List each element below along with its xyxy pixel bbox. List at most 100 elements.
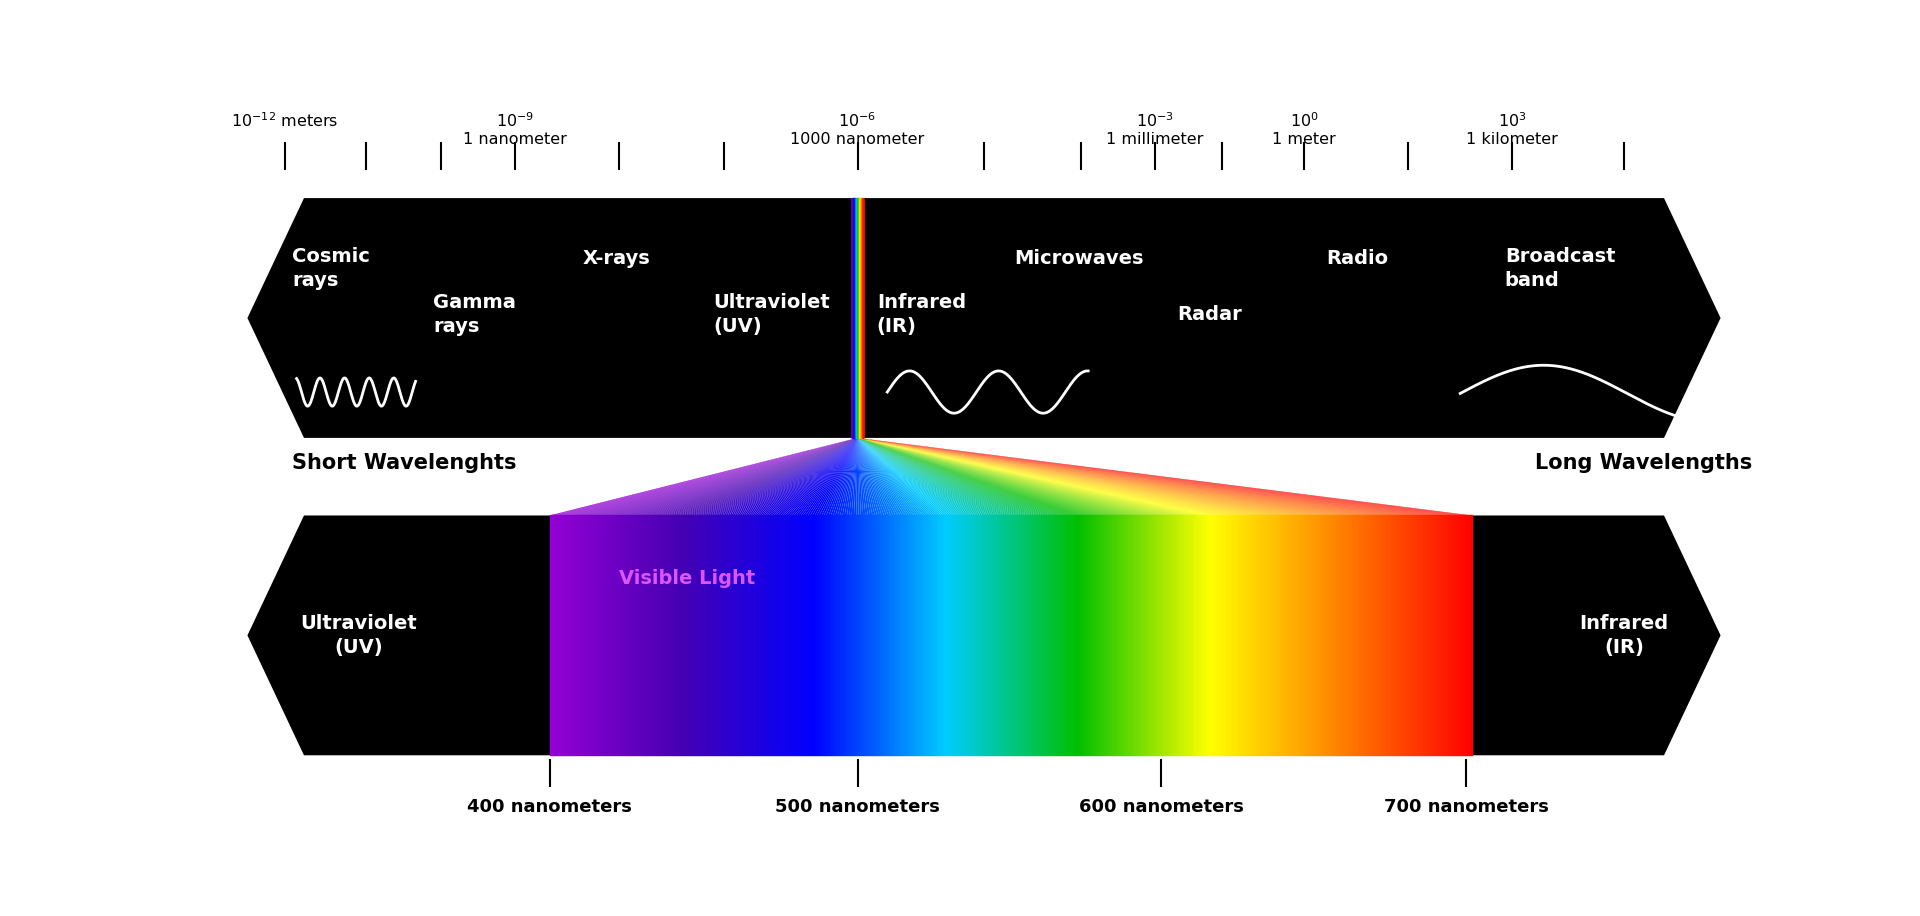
Bar bbox=[660, 516, 662, 756]
Polygon shape bbox=[605, 438, 858, 516]
Bar bbox=[1465, 516, 1467, 756]
Bar bbox=[972, 516, 973, 756]
Polygon shape bbox=[636, 438, 858, 516]
Bar bbox=[572, 516, 574, 756]
Polygon shape bbox=[858, 438, 1165, 516]
Bar bbox=[1117, 516, 1119, 756]
Polygon shape bbox=[824, 438, 858, 516]
Text: $10^{-6}$: $10^{-6}$ bbox=[839, 111, 877, 130]
Polygon shape bbox=[858, 438, 1110, 516]
Bar bbox=[707, 516, 708, 756]
Polygon shape bbox=[672, 438, 858, 516]
Bar bbox=[566, 516, 568, 756]
Bar bbox=[643, 516, 647, 756]
Bar bbox=[787, 516, 789, 756]
Polygon shape bbox=[568, 438, 858, 516]
Bar bbox=[1190, 516, 1192, 756]
Bar bbox=[1292, 516, 1294, 756]
Bar bbox=[760, 516, 762, 756]
Bar bbox=[841, 516, 843, 756]
Bar bbox=[900, 516, 902, 756]
Polygon shape bbox=[858, 438, 1187, 516]
Bar bbox=[1185, 516, 1187, 756]
Bar bbox=[906, 516, 910, 756]
Polygon shape bbox=[858, 438, 1411, 516]
Polygon shape bbox=[858, 438, 970, 516]
Polygon shape bbox=[858, 438, 1064, 516]
Bar bbox=[1269, 516, 1271, 756]
Polygon shape bbox=[732, 438, 858, 516]
Polygon shape bbox=[753, 438, 858, 516]
Polygon shape bbox=[603, 438, 858, 516]
Bar bbox=[1198, 516, 1200, 756]
Bar bbox=[1010, 516, 1014, 756]
Polygon shape bbox=[858, 438, 1463, 516]
Polygon shape bbox=[858, 438, 929, 516]
Bar bbox=[1223, 516, 1225, 756]
Bar bbox=[1361, 516, 1363, 756]
Bar bbox=[1319, 516, 1323, 756]
Bar bbox=[1380, 516, 1382, 756]
Bar bbox=[785, 516, 787, 756]
Polygon shape bbox=[822, 438, 858, 516]
Bar bbox=[1284, 516, 1288, 756]
Polygon shape bbox=[858, 438, 1079, 516]
Bar bbox=[887, 516, 889, 756]
Bar bbox=[632, 516, 636, 756]
Bar bbox=[597, 516, 601, 756]
Polygon shape bbox=[858, 438, 1246, 516]
Bar bbox=[1068, 516, 1071, 756]
Bar bbox=[866, 516, 868, 756]
Bar bbox=[864, 516, 866, 756]
Polygon shape bbox=[858, 438, 952, 516]
Polygon shape bbox=[858, 438, 987, 516]
Bar bbox=[858, 516, 860, 756]
Polygon shape bbox=[582, 438, 858, 516]
Polygon shape bbox=[858, 438, 904, 516]
Bar bbox=[987, 516, 991, 756]
Polygon shape bbox=[612, 438, 858, 516]
Bar bbox=[983, 516, 985, 756]
Polygon shape bbox=[858, 438, 1325, 516]
Polygon shape bbox=[555, 438, 858, 516]
Polygon shape bbox=[858, 438, 1050, 516]
Polygon shape bbox=[858, 438, 1044, 516]
Polygon shape bbox=[858, 438, 998, 516]
Bar bbox=[653, 516, 655, 756]
Bar bbox=[1175, 516, 1177, 756]
Polygon shape bbox=[716, 438, 858, 516]
Polygon shape bbox=[854, 438, 858, 516]
Polygon shape bbox=[718, 438, 858, 516]
Polygon shape bbox=[858, 438, 1188, 516]
Bar bbox=[791, 516, 795, 756]
Bar bbox=[975, 516, 979, 756]
Bar bbox=[933, 516, 935, 756]
Bar bbox=[724, 516, 728, 756]
Bar bbox=[1363, 516, 1365, 756]
Polygon shape bbox=[591, 438, 858, 516]
Bar bbox=[1188, 516, 1190, 756]
Polygon shape bbox=[858, 438, 1052, 516]
Polygon shape bbox=[785, 438, 858, 516]
Bar bbox=[962, 516, 964, 756]
Polygon shape bbox=[858, 438, 1256, 516]
Polygon shape bbox=[643, 438, 858, 516]
Bar bbox=[674, 516, 676, 756]
Bar bbox=[925, 516, 927, 756]
Polygon shape bbox=[829, 438, 858, 516]
Bar bbox=[720, 516, 722, 756]
Text: 600 nanometers: 600 nanometers bbox=[1079, 798, 1244, 815]
Bar bbox=[801, 516, 803, 756]
Polygon shape bbox=[806, 438, 858, 516]
Bar bbox=[1382, 516, 1384, 756]
Polygon shape bbox=[614, 438, 858, 516]
Text: Radio: Radio bbox=[1327, 248, 1388, 267]
Polygon shape bbox=[858, 438, 1242, 516]
Polygon shape bbox=[858, 438, 1354, 516]
Bar bbox=[701, 516, 705, 756]
Polygon shape bbox=[858, 438, 1043, 516]
Text: 700 nanometers: 700 nanometers bbox=[1384, 798, 1549, 815]
Polygon shape bbox=[858, 438, 1273, 516]
Polygon shape bbox=[849, 438, 858, 516]
Bar bbox=[1331, 516, 1334, 756]
